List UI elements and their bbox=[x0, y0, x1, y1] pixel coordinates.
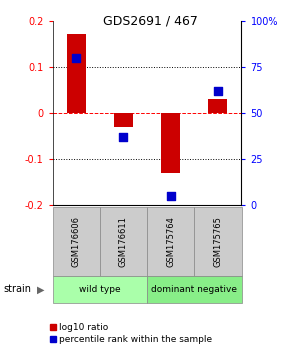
Text: dominant negative: dominant negative bbox=[151, 285, 237, 294]
Text: strain: strain bbox=[3, 284, 31, 295]
Point bbox=[215, 88, 220, 94]
Text: GSM176611: GSM176611 bbox=[119, 216, 128, 267]
Point bbox=[74, 55, 79, 61]
Point bbox=[121, 135, 126, 140]
Text: GSM175764: GSM175764 bbox=[166, 216, 175, 267]
Text: ▶: ▶ bbox=[37, 284, 44, 295]
Text: wild type: wild type bbox=[79, 285, 121, 294]
Text: GSM175765: GSM175765 bbox=[213, 216, 222, 267]
Bar bbox=[208, 99, 227, 113]
Text: GSM176606: GSM176606 bbox=[72, 216, 81, 267]
Bar bbox=[161, 113, 180, 173]
Text: GDS2691 / 467: GDS2691 / 467 bbox=[103, 14, 197, 27]
Bar bbox=[114, 113, 133, 127]
Legend: log10 ratio, percentile rank within the sample: log10 ratio, percentile rank within the … bbox=[46, 320, 216, 348]
Bar bbox=[67, 34, 85, 113]
Point bbox=[168, 193, 173, 199]
